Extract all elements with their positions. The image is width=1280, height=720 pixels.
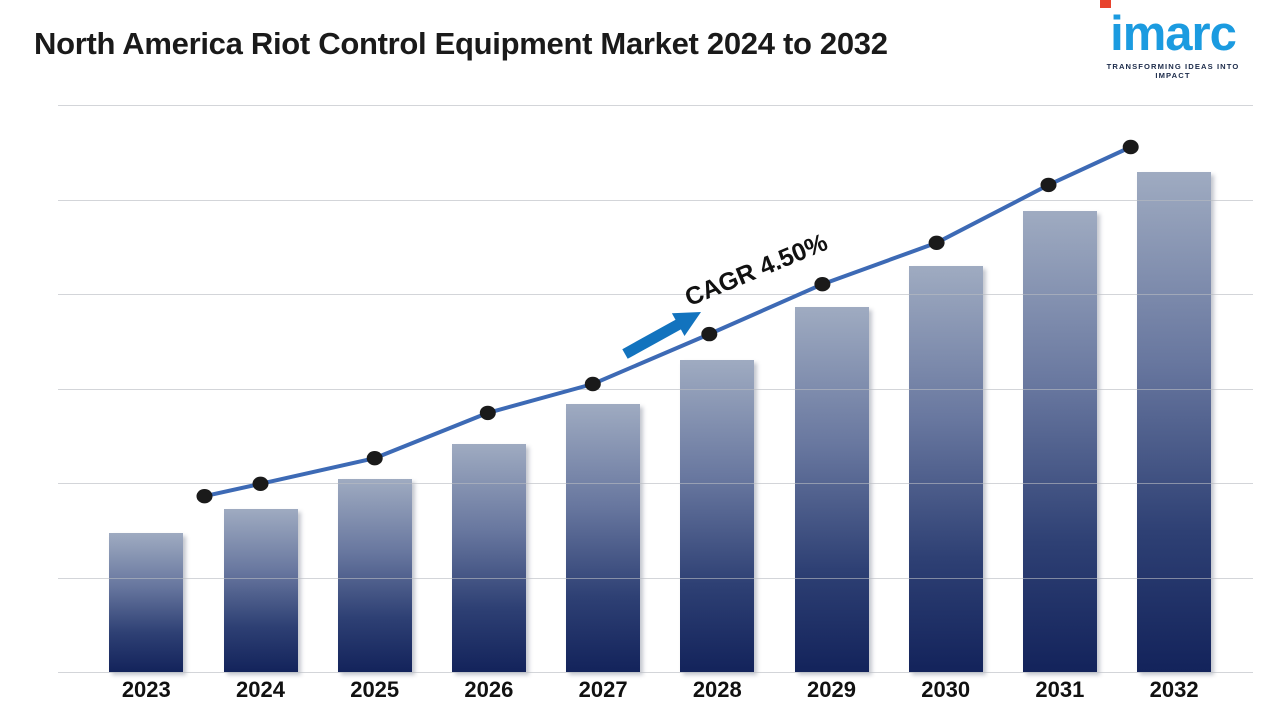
- bar-2032: [1137, 171, 1212, 672]
- line-marker: [479, 405, 496, 421]
- x-axis-label-2030: 2030: [921, 677, 971, 702]
- bar-2024: [223, 509, 298, 672]
- gridline: [58, 388, 1253, 390]
- line-marker: [814, 277, 831, 292]
- gridline: [58, 199, 1253, 201]
- x-axis-label-2032: 2032: [1149, 677, 1199, 702]
- logo-accent-square: [1100, 0, 1111, 8]
- bar-2025: [337, 479, 412, 672]
- cagr-arrow-icon: [622, 312, 701, 359]
- x-axis-label-2023: 2023: [121, 677, 171, 702]
- bar-2026: [451, 444, 526, 672]
- page-title: North America Riot Control Equipment Mar…: [34, 26, 888, 61]
- x-axis-label-2027: 2027: [578, 677, 628, 702]
- logo-wordmark: imarc: [1110, 7, 1237, 61]
- line-marker: [701, 326, 718, 342]
- gridline: [58, 672, 1253, 673]
- logo-tagline: TRANSFORMING IDEAS INTO IMPACT: [1106, 62, 1240, 81]
- trend-line: [204, 145, 1132, 499]
- bar-2028: [680, 360, 755, 672]
- line-marker: [252, 476, 269, 491]
- x-axis-label-2028: 2028: [692, 677, 742, 702]
- gridline: [58, 577, 1253, 579]
- bar-2029: [794, 306, 869, 672]
- line-marker: [928, 235, 945, 250]
- x-axis-label-2025: 2025: [350, 677, 400, 702]
- gridline: [58, 483, 1253, 484]
- x-axis-label-2029: 2029: [807, 677, 856, 702]
- x-axis-label-2031: 2031: [1035, 677, 1085, 702]
- line-marker: [584, 376, 601, 392]
- imarc-logo: imarc TRANSFORMING IDEAS INTO IMPACT: [1088, 0, 1258, 80]
- bar-2027: [566, 403, 641, 672]
- line-marker: [1040, 177, 1057, 193]
- bar-2030: [908, 266, 983, 672]
- x-axis-label-2026: 2026: [464, 677, 514, 702]
- bar-2031: [1022, 211, 1097, 672]
- gridline: [58, 105, 1253, 106]
- x-axis-label-2024: 2024: [236, 677, 285, 702]
- bar-2023: [109, 533, 184, 672]
- line-marker: [1122, 139, 1139, 155]
- gridline: [58, 294, 1253, 295]
- line-marker: [366, 451, 383, 466]
- line-marker: [196, 489, 213, 504]
